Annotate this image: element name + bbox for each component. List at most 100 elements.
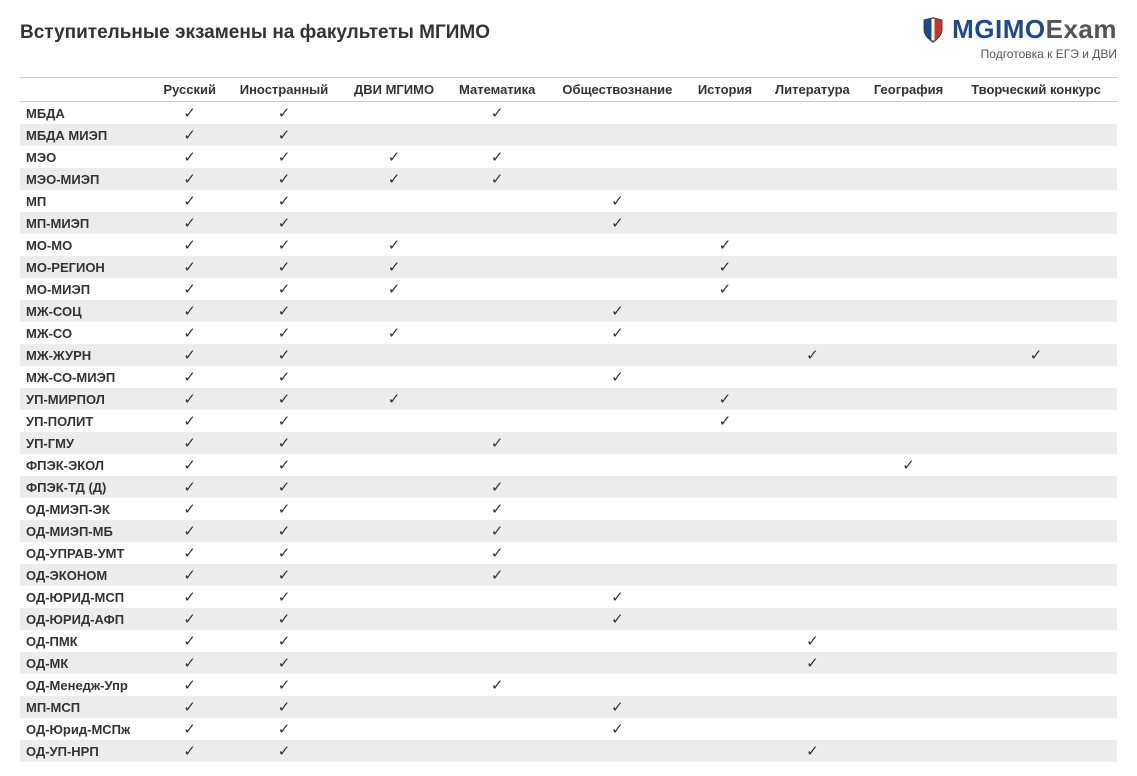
row-label: ОД-МИЭП-МБ (20, 520, 153, 542)
cell (687, 674, 763, 696)
check-icon: ✓ (183, 479, 196, 496)
cell: ✓ (153, 652, 227, 674)
cell (763, 190, 862, 212)
cell (687, 608, 763, 630)
cell (862, 168, 955, 190)
check-icon: ✓ (278, 105, 291, 122)
cell (955, 168, 1117, 190)
cell (548, 124, 687, 146)
row-label: МО-РЕГИОН (20, 256, 153, 278)
cell: ✓ (227, 190, 342, 212)
cell (548, 432, 687, 454)
table-row: МЖ-СО✓✓✓✓ (20, 322, 1117, 344)
cell: ✓ (153, 432, 227, 454)
cell (687, 564, 763, 586)
cell: ✓ (548, 366, 687, 388)
cell: ✓ (153, 476, 227, 498)
logo-subtitle: Подготовка к ЕГЭ и ДВИ (920, 47, 1117, 61)
cell (763, 124, 862, 146)
cell: ✓ (153, 234, 227, 256)
cell: ✓ (341, 322, 446, 344)
check-icon: ✓ (183, 743, 196, 760)
cell (955, 366, 1117, 388)
cell (862, 740, 955, 762)
check-icon: ✓ (278, 193, 291, 210)
check-icon: ✓ (491, 523, 504, 540)
table-row: МЭО-МИЭП✓✓✓✓ (20, 168, 1117, 190)
cell (763, 674, 862, 696)
cell: ✓ (227, 586, 342, 608)
row-label: ОД-ЮРИД-МСП (20, 586, 153, 608)
cell (687, 212, 763, 234)
cell (447, 652, 548, 674)
cell (862, 256, 955, 278)
cell (862, 586, 955, 608)
column-header: Математика (447, 78, 548, 102)
cell (687, 520, 763, 542)
check-icon: ✓ (278, 545, 291, 562)
table-row: МЖ-ЖУРН✓✓✓✓ (20, 344, 1117, 366)
check-icon: ✓ (278, 281, 291, 298)
check-icon: ✓ (183, 391, 196, 408)
cell: ✓ (341, 234, 446, 256)
column-header: История (687, 78, 763, 102)
check-icon: ✓ (719, 281, 732, 298)
check-icon: ✓ (183, 677, 196, 694)
cell (341, 718, 446, 740)
row-label: ОД-ПМК (20, 630, 153, 652)
cell (548, 674, 687, 696)
cell (763, 168, 862, 190)
cell (548, 498, 687, 520)
cell (548, 520, 687, 542)
table-row: МБДА МИЭП✓✓ (20, 124, 1117, 146)
table-row: МО-МО✓✓✓✓ (20, 234, 1117, 256)
column-header: ДВИ МГИМО (341, 78, 446, 102)
cell (687, 740, 763, 762)
cell (341, 586, 446, 608)
cell (862, 146, 955, 168)
cell: ✓ (548, 696, 687, 718)
cell (862, 322, 955, 344)
cell: ✓ (548, 212, 687, 234)
row-label: МБДА (20, 102, 153, 125)
cell: ✓ (153, 300, 227, 322)
cell (955, 410, 1117, 432)
cell (955, 520, 1117, 542)
cell: ✓ (153, 256, 227, 278)
check-icon: ✓ (806, 655, 819, 672)
logo-text: MGIMOExam (952, 14, 1117, 45)
cell (548, 630, 687, 652)
cell (862, 300, 955, 322)
check-icon: ✓ (183, 149, 196, 166)
check-icon: ✓ (806, 633, 819, 650)
cell (341, 102, 446, 125)
check-icon: ✓ (278, 259, 291, 276)
row-label: ОД-УПРАВ-УМТ (20, 542, 153, 564)
check-icon: ✓ (183, 237, 196, 254)
cell (341, 542, 446, 564)
cell (763, 300, 862, 322)
check-icon: ✓ (388, 325, 401, 342)
table-row: ОД-ЮРИД-АФП✓✓✓ (20, 608, 1117, 630)
cell: ✓ (548, 718, 687, 740)
cell (862, 718, 955, 740)
row-label: МЭО (20, 146, 153, 168)
check-icon: ✓ (183, 501, 196, 518)
check-icon: ✓ (183, 105, 196, 122)
logo-part2: Exam (1046, 14, 1117, 44)
check-icon: ✓ (278, 655, 291, 672)
cell (447, 740, 548, 762)
table-row: МЖ-СОЦ✓✓✓ (20, 300, 1117, 322)
check-icon: ✓ (491, 479, 504, 496)
cell: ✓ (227, 498, 342, 520)
cell (955, 146, 1117, 168)
cell (955, 278, 1117, 300)
cell (341, 124, 446, 146)
cell (862, 344, 955, 366)
cell (862, 674, 955, 696)
row-label: УП-ПОЛИТ (20, 410, 153, 432)
table-row: ФПЭК-ЭКОЛ✓✓✓ (20, 454, 1117, 476)
cell (862, 410, 955, 432)
check-icon: ✓ (491, 171, 504, 188)
cell: ✓ (227, 322, 342, 344)
